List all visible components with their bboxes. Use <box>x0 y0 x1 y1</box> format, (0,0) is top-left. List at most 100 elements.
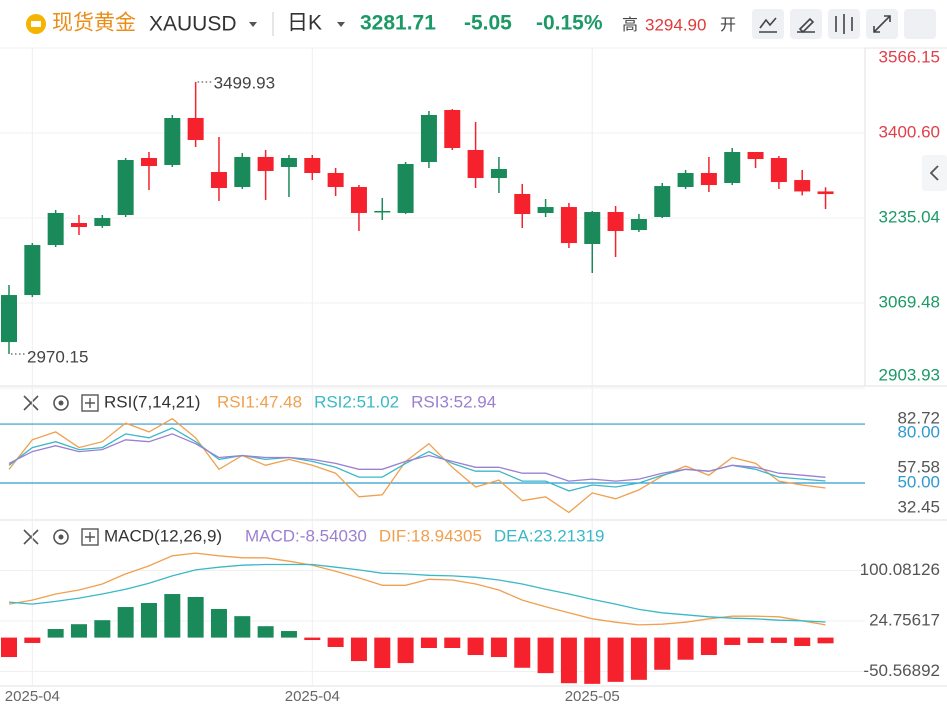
y-tick-label: 100.08126 <box>860 560 940 579</box>
candle-body <box>700 172 717 186</box>
candle-body <box>677 172 694 188</box>
candle-body <box>770 158 787 183</box>
macd-bar <box>630 637 647 680</box>
candle-body <box>280 158 297 167</box>
candle-body <box>747 151 764 160</box>
x-tick-label: 2025-05 <box>565 688 620 705</box>
y-tick-label: 82.72 <box>897 408 940 427</box>
macd-bar <box>700 637 717 656</box>
macd-bar <box>327 637 344 647</box>
legend-entry: DEA:23.21319 <box>494 526 605 545</box>
legend-entry: MACD:-8.54030 <box>245 526 367 545</box>
settings-icon-dot <box>58 534 64 540</box>
settings-icon[interactable] <box>53 395 69 411</box>
indicator-line <box>8 552 826 626</box>
high-label: 高 <box>622 16 638 34</box>
tool-icon <box>759 17 777 33</box>
candle-body <box>187 118 204 140</box>
macd-bar <box>47 629 64 638</box>
instrument-symbol[interactable]: XAUUSD <box>149 13 237 36</box>
candle-body <box>630 218 647 231</box>
last-price: 3281.71 <box>360 12 436 35</box>
y-tick-label: 2903.93 <box>879 365 940 384</box>
dropdown-arrow[interactable] <box>249 22 257 27</box>
legend-entry: RSI2:51.02 <box>314 392 399 411</box>
high-value: 3294.90 <box>645 15 706 34</box>
macd-bar <box>24 637 41 643</box>
candle-body <box>467 149 484 179</box>
macd-bar <box>770 637 787 643</box>
y-tick-label: -50.56892 <box>863 661 940 680</box>
macd-bar <box>374 637 391 669</box>
macd-bar <box>444 637 461 648</box>
side-toggle-icon <box>929 165 939 181</box>
settings-icon[interactable] <box>53 529 69 545</box>
add-icon[interactable] <box>81 528 99 546</box>
rsi-controls <box>23 394 99 412</box>
add-icon-plus <box>85 532 95 542</box>
candle-body <box>397 164 414 213</box>
macd-bar <box>140 603 157 638</box>
macd-bar <box>817 637 834 644</box>
macd-bar <box>514 637 531 668</box>
tool-icon <box>797 17 815 34</box>
candle-body <box>24 245 41 296</box>
tool-button[interactable] <box>904 9 936 39</box>
candle-body <box>94 218 111 226</box>
symbol-icon-bar <box>31 21 41 27</box>
close-icon[interactable] <box>23 529 39 545</box>
tool-button[interactable] <box>752 9 784 39</box>
macd-bar <box>747 637 764 643</box>
macd-bar <box>420 637 437 648</box>
high-annotation: 3499.93 <box>214 73 275 92</box>
y-tick-label: 80.00 <box>897 422 940 441</box>
indicator-line <box>8 417 826 514</box>
close-icon[interactable] <box>23 395 39 411</box>
legend-entry: RSI3:52.94 <box>411 392 496 411</box>
macd-bar <box>304 637 321 641</box>
y-tick-label: 3069.48 <box>879 292 940 311</box>
macd-bar <box>164 594 181 638</box>
candle-body <box>514 193 531 215</box>
macd-bar <box>234 616 251 638</box>
instrument-name[interactable]: 现货黄金 <box>52 12 136 35</box>
x-tick-label: 2025-04 <box>285 688 340 705</box>
candle-body <box>444 109 461 148</box>
candle-body <box>257 156 274 171</box>
candle-body <box>537 207 554 213</box>
candle-body <box>654 186 671 217</box>
macd-bar <box>117 607 134 638</box>
side-toggle[interactable] <box>922 155 947 191</box>
candle-body <box>70 223 87 228</box>
candle-body <box>140 158 157 167</box>
candle-body <box>794 180 811 192</box>
period[interactable]: 日K <box>287 12 322 35</box>
candle-body <box>304 158 321 173</box>
legend-entry: DIF:18.94305 <box>379 526 482 545</box>
candle-body <box>117 160 134 215</box>
candle-body <box>724 151 741 184</box>
y-tick-label: 24.75617 <box>869 610 940 629</box>
macd-bar <box>677 637 694 660</box>
macd-bar <box>70 624 87 638</box>
x-tick-label: 2025-04 <box>5 688 60 705</box>
candle-body <box>584 212 601 244</box>
macd-bar <box>350 637 367 662</box>
indicator-line <box>8 563 826 623</box>
dropdown-arrow[interactable] <box>337 22 345 27</box>
macd-bar <box>724 637 741 645</box>
add-icon[interactable] <box>81 394 99 412</box>
candle-body <box>817 191 834 195</box>
candle-body <box>490 168 507 179</box>
macd-bar <box>1 637 17 658</box>
toolbar <box>752 9 936 39</box>
macd-bar <box>280 631 297 638</box>
settings-icon-dot <box>58 400 64 406</box>
low-annotation: 2970.15 <box>27 347 88 366</box>
y-tick-label: 3400.60 <box>879 122 940 141</box>
price-change-pct: -0.15% <box>536 12 603 35</box>
macd-bar <box>210 608 227 638</box>
y-tick-label: 32.45 <box>897 497 940 516</box>
